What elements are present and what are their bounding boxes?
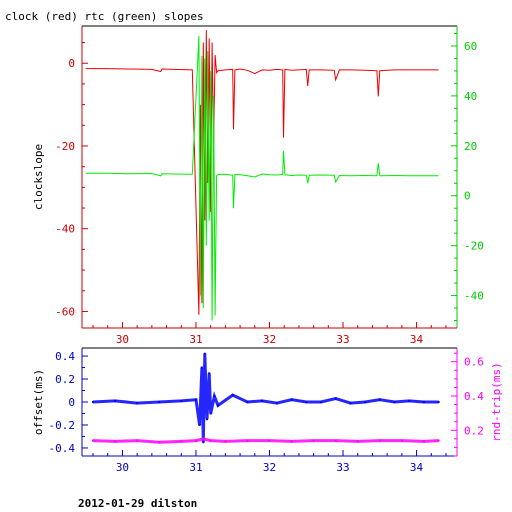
series-line-clock <box>85 30 439 315</box>
data-point-offset <box>349 402 352 405</box>
data-point-rnd-trip <box>437 439 440 442</box>
data-point-rnd-trip <box>356 440 359 443</box>
data-point-rnd-trip <box>92 439 95 442</box>
data-point-offset <box>158 401 161 403</box>
data-point-rnd-trip <box>246 439 249 442</box>
data-point-offset <box>246 401 249 403</box>
data-point-rnd-trip <box>268 439 271 442</box>
x-tick-label: 33 <box>336 461 349 474</box>
y-tick-label: 0 <box>68 57 75 70</box>
x-tick-label: 31 <box>189 333 202 346</box>
plot-area <box>85 30 439 321</box>
data-point-offset <box>194 398 197 401</box>
series-band-offset <box>92 353 439 443</box>
data-point-offset <box>198 423 201 426</box>
series-line-rtc <box>85 35 439 321</box>
y2-axis-title: rnd-trip(ms) <box>490 362 503 441</box>
data-point-offset <box>208 372 211 375</box>
data-point-rnd-trip <box>180 440 183 443</box>
data-point-rnd-trip <box>209 439 212 442</box>
footer-label: 2012-01-29 dilston <box>78 497 197 510</box>
data-point-rnd-trip <box>334 439 337 442</box>
data-point-rnd-trip <box>290 440 293 443</box>
y-tick-label: -0.4 <box>49 442 76 455</box>
data-point-offset <box>200 366 203 369</box>
y-tick-label: -0.2 <box>49 419 76 432</box>
data-point-offset <box>231 394 234 397</box>
data-point-offset <box>378 398 381 401</box>
plot-area <box>92 352 440 444</box>
data-point-rnd-trip <box>224 440 227 443</box>
y-axis-title: offset(ms) <box>32 369 45 435</box>
data-point-rnd-trip <box>114 440 117 443</box>
y2-tick-label: 20 <box>464 140 477 153</box>
y2-tick-label: 0.4 <box>464 390 484 403</box>
y2-tick-label: 40 <box>464 90 477 103</box>
x-tick-label: 31 <box>189 461 202 474</box>
data-point-offset <box>422 401 425 403</box>
data-point-offset <box>261 399 264 402</box>
y-axis-title: clockslope <box>32 144 45 210</box>
data-point-offset <box>180 399 183 402</box>
data-point-offset <box>408 399 411 402</box>
data-point-rnd-trip <box>194 439 197 442</box>
data-point-offset <box>217 404 220 407</box>
data-point-rnd-trip <box>136 439 139 442</box>
data-point-offset <box>393 401 396 403</box>
data-point-rnd-trip <box>202 437 205 440</box>
y2-tick-label: 0.2 <box>464 424 484 437</box>
data-point-offset <box>114 399 117 402</box>
data-point-offset <box>305 401 308 403</box>
data-point-offset <box>209 412 212 415</box>
data-point-offset <box>334 397 337 400</box>
chart-title: clock (red) rtc (green) slopes <box>5 10 204 23</box>
y-tick-label: 0.4 <box>55 350 75 363</box>
x-tick-label: 34 <box>410 333 424 346</box>
data-point-rnd-trip <box>158 441 161 444</box>
data-point-offset <box>213 395 216 398</box>
clock-rtc-slopes-panel: 30 31 32 33 34 0 -20 -40 -60 60 40 20 0 -20 -40 clocksl… <box>32 25 484 346</box>
y-tick-label: 0.2 <box>55 373 75 386</box>
y-tick-label: 0 <box>68 396 75 409</box>
y2-tick-label: 60 <box>464 40 477 53</box>
offset-roundtrip-panel: 30 31 32 33 34 0.4 0.2 0 -0.2 -0.4 0.6 0.4 0.2 offset… <box>32 347 503 474</box>
data-point-offset <box>202 441 205 444</box>
data-point-rnd-trip <box>312 439 315 442</box>
y-tick-label: -20 <box>55 140 75 153</box>
data-point-offset <box>364 401 367 403</box>
y2-tick-label: 0 <box>464 190 471 203</box>
y2-tick-label: -20 <box>464 240 484 253</box>
data-point-rnd-trip <box>378 439 381 442</box>
data-point-offset <box>437 401 440 403</box>
data-point-rnd-trip <box>400 439 403 442</box>
data-point-offset <box>319 401 322 403</box>
x-tick-label: 32 <box>263 333 276 346</box>
y-tick-label: -60 <box>55 305 75 318</box>
x-tick-label: 32 <box>263 461 276 474</box>
y2-tick-label: 0.6 <box>464 356 484 369</box>
data-point-offset <box>275 402 278 405</box>
x-tick-label: 33 <box>336 333 349 346</box>
x-tick-label: 34 <box>410 461 424 474</box>
x-tick-label: 30 <box>116 333 129 346</box>
data-point-rnd-trip <box>422 440 425 443</box>
data-point-offset <box>136 402 139 405</box>
data-point-offset <box>203 352 206 355</box>
x-tick-label: 30 <box>116 461 129 474</box>
series-band-rnd-trip <box>92 437 439 444</box>
data-point-offset <box>206 418 208 421</box>
y-tick-label: -40 <box>55 223 75 236</box>
data-point-offset <box>92 401 95 403</box>
data-point-offset <box>290 398 293 401</box>
y2-tick-label: -40 <box>464 290 484 303</box>
